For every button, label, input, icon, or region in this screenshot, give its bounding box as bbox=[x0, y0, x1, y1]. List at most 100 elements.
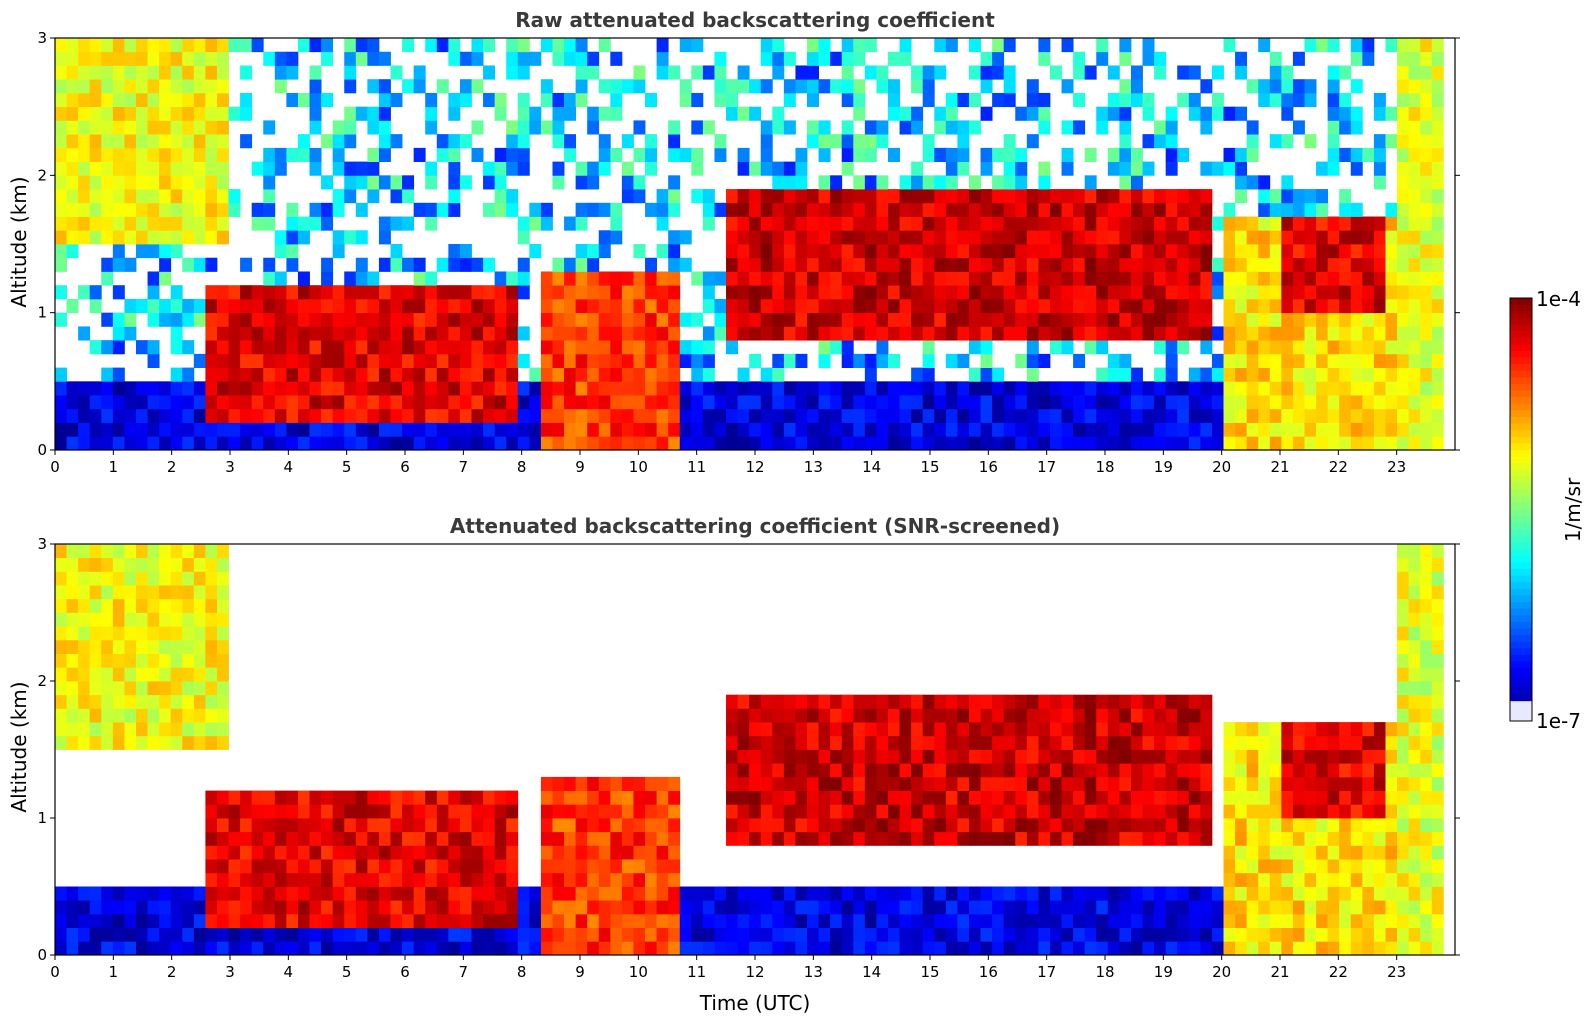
heatmap-cell bbox=[1119, 134, 1132, 149]
heatmap-cell bbox=[968, 818, 981, 833]
heatmap-cell bbox=[1200, 395, 1213, 410]
heatmap-cell bbox=[1177, 298, 1190, 314]
heatmap-cell bbox=[1408, 653, 1421, 668]
heatmap-cell bbox=[1246, 395, 1259, 410]
heatmap-cell bbox=[147, 913, 160, 928]
heatmap-cell bbox=[1154, 790, 1167, 805]
heatmap-cell bbox=[1258, 749, 1271, 764]
heatmap-cell bbox=[378, 326, 391, 341]
heatmap-cell bbox=[1269, 189, 1282, 204]
heatmap-cell bbox=[841, 818, 854, 833]
heatmap-cell bbox=[1373, 326, 1386, 341]
heatmap-cell bbox=[1061, 298, 1074, 314]
heatmap-cell bbox=[668, 381, 681, 396]
heatmap-cell bbox=[1258, 845, 1271, 860]
heatmap-cell bbox=[355, 436, 368, 451]
heatmap-cell bbox=[737, 312, 750, 327]
heatmap-cell bbox=[216, 79, 229, 94]
heatmap-cell bbox=[1281, 818, 1294, 833]
heatmap-cell bbox=[193, 612, 206, 627]
heatmap-cell bbox=[899, 244, 912, 259]
heatmap-cell bbox=[66, 722, 79, 737]
heatmap-cell bbox=[922, 202, 935, 217]
heatmap-cell bbox=[1177, 312, 1190, 327]
heatmap-cell bbox=[494, 941, 507, 956]
heatmap-cell bbox=[182, 557, 195, 572]
heatmap-cell bbox=[1408, 271, 1421, 286]
heatmap-cell bbox=[888, 722, 900, 737]
heatmap-cell bbox=[1316, 257, 1329, 272]
heatmap-cell bbox=[760, 913, 773, 928]
heatmap-cell bbox=[1119, 818, 1132, 833]
heatmap-cell bbox=[621, 367, 634, 382]
heatmap-cell bbox=[494, 189, 507, 204]
heatmap-cell bbox=[610, 271, 623, 286]
heatmap-cell bbox=[1246, 804, 1259, 819]
heatmap-cell bbox=[159, 51, 172, 66]
heatmap-cell bbox=[1327, 79, 1340, 94]
heatmap-cell bbox=[864, 790, 877, 805]
heatmap-cell bbox=[888, 381, 900, 396]
heatmap-cell bbox=[864, 134, 877, 149]
heatmap-cell bbox=[1107, 381, 1120, 396]
heatmap-cell bbox=[587, 51, 600, 66]
heatmap-cell bbox=[124, 381, 137, 396]
x-tick-label: 11 bbox=[687, 458, 706, 476]
heatmap-cell bbox=[1420, 544, 1433, 559]
heatmap-cell bbox=[66, 381, 79, 396]
heatmap-cell bbox=[216, 694, 229, 709]
heatmap-cell bbox=[1119, 422, 1132, 437]
heatmap-cell bbox=[378, 395, 391, 410]
heatmap-cell bbox=[402, 422, 415, 437]
heatmap-cell bbox=[1246, 790, 1259, 805]
heatmap-cell bbox=[726, 381, 738, 396]
heatmap-cell bbox=[864, 708, 877, 723]
heatmap-cell bbox=[1420, 79, 1433, 94]
heatmap-cell bbox=[193, 38, 206, 53]
heatmap-cell bbox=[1304, 804, 1317, 819]
heatmap-cell bbox=[552, 845, 565, 860]
heatmap-cell bbox=[807, 92, 819, 108]
heatmap-cell bbox=[737, 913, 750, 928]
heatmap-cell bbox=[945, 941, 958, 956]
heatmap-cell bbox=[1211, 285, 1224, 300]
heatmap-cell bbox=[726, 749, 738, 764]
heatmap-cell bbox=[945, 408, 958, 423]
heatmap-cell bbox=[726, 776, 738, 791]
heatmap-cell bbox=[760, 941, 773, 956]
heatmap-cell bbox=[783, 271, 796, 286]
heatmap-cell bbox=[1420, 927, 1433, 942]
heatmap-cell bbox=[945, 804, 958, 819]
heatmap-cell bbox=[135, 436, 148, 451]
heatmap-cell bbox=[1026, 886, 1039, 901]
heatmap-cell bbox=[506, 340, 519, 355]
heatmap-cell bbox=[1235, 257, 1248, 272]
heatmap-cell bbox=[726, 216, 738, 231]
heatmap-cell bbox=[1339, 244, 1352, 259]
heatmap-cell bbox=[1385, 436, 1398, 451]
heatmap-cell bbox=[471, 941, 484, 956]
heatmap-cell bbox=[1304, 134, 1317, 149]
heatmap-cell bbox=[55, 571, 67, 586]
heatmap-cell bbox=[1235, 244, 1248, 259]
heatmap-cell bbox=[1397, 639, 1410, 654]
heatmap-cell bbox=[853, 422, 866, 437]
heatmap-cell bbox=[1107, 436, 1120, 451]
heatmap-cell bbox=[783, 202, 796, 217]
heatmap-cell bbox=[899, 818, 912, 833]
heatmap-cell bbox=[459, 831, 472, 846]
heatmap-cell bbox=[89, 927, 102, 942]
heatmap-cell bbox=[1281, 257, 1294, 272]
x-tick-label: 6 bbox=[400, 963, 410, 981]
x-tick-label: 14 bbox=[862, 458, 881, 476]
heatmap-cell bbox=[240, 872, 253, 887]
heatmap-cell bbox=[1385, 340, 1398, 355]
heatmap-cell bbox=[205, 408, 218, 423]
heatmap-cell bbox=[483, 65, 496, 80]
heatmap-cell bbox=[240, 326, 253, 341]
heatmap-cell bbox=[1408, 886, 1421, 901]
heatmap-cell bbox=[1431, 749, 1444, 764]
heatmap-cell bbox=[216, 436, 229, 451]
heatmap-cell bbox=[1373, 763, 1386, 778]
heatmap-cell bbox=[309, 147, 322, 162]
